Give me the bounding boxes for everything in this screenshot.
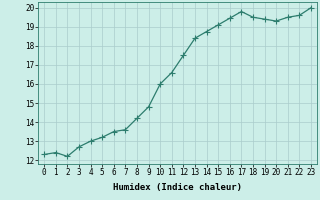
X-axis label: Humidex (Indice chaleur): Humidex (Indice chaleur) [113,183,242,192]
